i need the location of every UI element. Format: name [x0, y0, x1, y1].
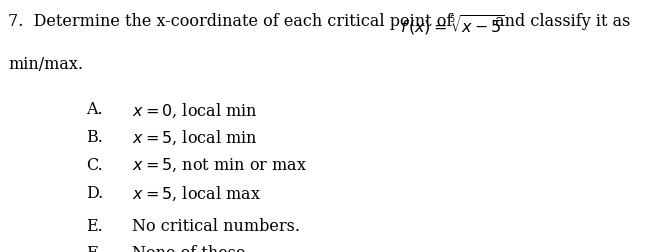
Text: No critical numbers.: No critical numbers. [132, 217, 300, 234]
Text: $f\,(x)=\sqrt[5]{x-5}$: $f\,(x)=\sqrt[5]{x-5}$ [400, 13, 505, 37]
Text: A.: A. [86, 101, 102, 118]
Text: $x=5$, not min or max: $x=5$, not min or max [132, 156, 307, 174]
Text: B.: B. [86, 129, 103, 145]
Text: 7.  Determine the x-coordinate of each critical point of: 7. Determine the x-coordinate of each cr… [8, 13, 457, 29]
Text: min/max.: min/max. [8, 55, 83, 72]
Text: F.: F. [86, 244, 100, 252]
Text: None of these.: None of these. [132, 244, 251, 252]
Text: $x=5$, local max: $x=5$, local max [132, 184, 261, 202]
Text: and classify it as: and classify it as [490, 13, 631, 29]
Text: E.: E. [86, 217, 102, 234]
Text: D.: D. [86, 184, 103, 201]
Text: $x=0$, local min: $x=0$, local min [132, 101, 258, 119]
Text: $x=5$, local min: $x=5$, local min [132, 129, 258, 147]
Text: C.: C. [86, 156, 102, 173]
